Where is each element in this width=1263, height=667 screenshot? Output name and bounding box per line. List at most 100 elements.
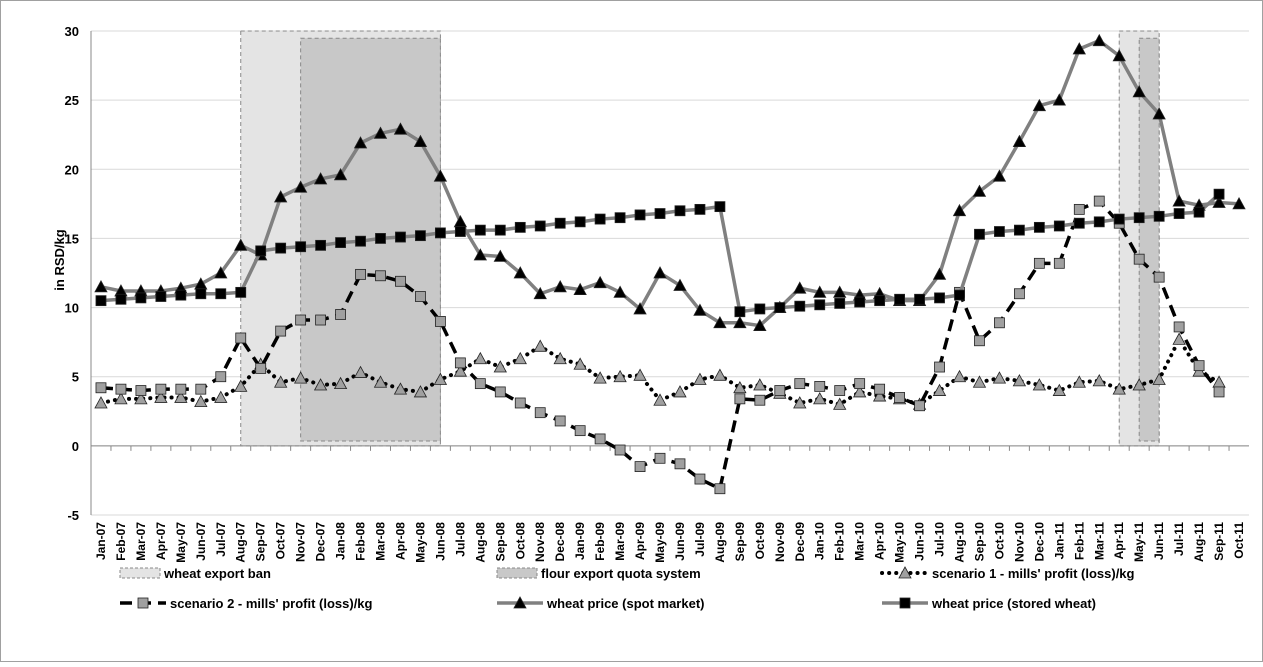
x-tick-label: Dec-07 xyxy=(314,522,328,562)
marker xyxy=(753,378,767,391)
marker xyxy=(899,597,911,609)
marker xyxy=(814,299,826,311)
x-tick-label: Aug-07 xyxy=(234,522,248,563)
marker xyxy=(613,369,627,383)
marker xyxy=(434,227,446,239)
marker xyxy=(434,315,446,327)
marker xyxy=(1013,288,1025,300)
marker xyxy=(1193,360,1205,372)
marker xyxy=(1173,208,1185,219)
x-tick-label: Apr-10 xyxy=(873,522,887,560)
marker xyxy=(1152,107,1166,120)
x-tick-label: Aug-08 xyxy=(473,522,487,563)
marker xyxy=(914,400,925,412)
marker xyxy=(934,292,945,304)
marker xyxy=(95,295,107,307)
marker xyxy=(754,394,766,406)
legend-swatch xyxy=(496,567,538,579)
marker xyxy=(175,383,187,395)
marker xyxy=(1172,332,1186,345)
marker xyxy=(834,385,846,396)
x-tick-label: Feb-11 xyxy=(1072,522,1086,560)
marker xyxy=(874,383,886,395)
marker xyxy=(295,314,307,326)
marker xyxy=(333,376,348,390)
marker xyxy=(1053,220,1065,232)
marker xyxy=(633,368,647,381)
marker xyxy=(315,314,327,326)
marker xyxy=(94,279,108,293)
marker xyxy=(573,282,587,295)
marker xyxy=(872,389,887,402)
x-tick-label: Apr-09 xyxy=(633,522,647,560)
marker xyxy=(473,248,488,261)
marker xyxy=(255,245,267,257)
marker xyxy=(753,318,767,331)
marker xyxy=(115,293,127,305)
marker xyxy=(115,383,127,395)
x-tick-label: Dec-08 xyxy=(553,522,567,562)
marker xyxy=(1193,206,1205,218)
marker xyxy=(215,371,227,383)
y-tick-label: 0 xyxy=(72,439,79,454)
marker xyxy=(693,303,707,316)
marker xyxy=(1033,221,1045,233)
marker xyxy=(1112,49,1126,62)
marker xyxy=(833,285,847,298)
marker xyxy=(593,275,607,289)
marker xyxy=(1032,98,1047,112)
marker xyxy=(494,224,506,236)
y-tick-label: -5 xyxy=(67,508,79,523)
x-tick-label: Nov-10 xyxy=(1012,522,1026,562)
marker xyxy=(774,302,786,313)
marker xyxy=(894,392,906,403)
marker xyxy=(393,382,408,395)
x-tick-label: Mar-08 xyxy=(374,522,388,561)
marker xyxy=(932,383,947,396)
x-tick-label: Jun-08 xyxy=(433,522,447,561)
marker xyxy=(514,397,526,409)
marker xyxy=(293,371,308,384)
y-tick-label: 25 xyxy=(65,93,79,108)
marker xyxy=(433,372,448,385)
marker xyxy=(393,122,408,135)
marker xyxy=(774,385,786,396)
marker xyxy=(854,296,866,308)
marker xyxy=(313,378,328,391)
marker xyxy=(1112,382,1126,395)
marker xyxy=(694,473,706,485)
legend-label: scenario 1 - mills' profit (loss)/kg xyxy=(932,566,1135,581)
marker xyxy=(533,339,547,352)
x-tick-label: May-07 xyxy=(174,522,188,563)
marker xyxy=(713,368,727,381)
marker xyxy=(135,385,147,396)
region xyxy=(1138,37,1160,442)
marker xyxy=(654,208,666,219)
marker xyxy=(194,394,208,408)
x-tick-label: Feb-09 xyxy=(593,522,607,561)
x-tick-label: Oct-07 xyxy=(274,522,288,560)
marker xyxy=(974,335,985,347)
marker xyxy=(234,379,248,392)
marker xyxy=(733,380,747,394)
marker xyxy=(474,378,486,390)
marker xyxy=(553,351,567,365)
marker xyxy=(235,286,247,298)
marker xyxy=(415,291,426,302)
marker xyxy=(353,136,368,149)
marker xyxy=(1072,42,1086,55)
x-tick-label: Jul-11 xyxy=(1172,522,1186,556)
marker xyxy=(634,209,646,221)
marker xyxy=(493,249,507,262)
x-tick-label: Apr-08 xyxy=(393,522,407,560)
marker xyxy=(1012,374,1027,387)
marker xyxy=(1132,378,1146,391)
marker xyxy=(395,275,406,287)
x-tick-label: Jun-10 xyxy=(913,522,927,561)
y-tick-label: 15 xyxy=(65,231,79,246)
marker xyxy=(533,286,547,300)
marker xyxy=(614,212,626,224)
x-tick-label: Sep-09 xyxy=(733,522,747,562)
marker xyxy=(1073,217,1085,229)
